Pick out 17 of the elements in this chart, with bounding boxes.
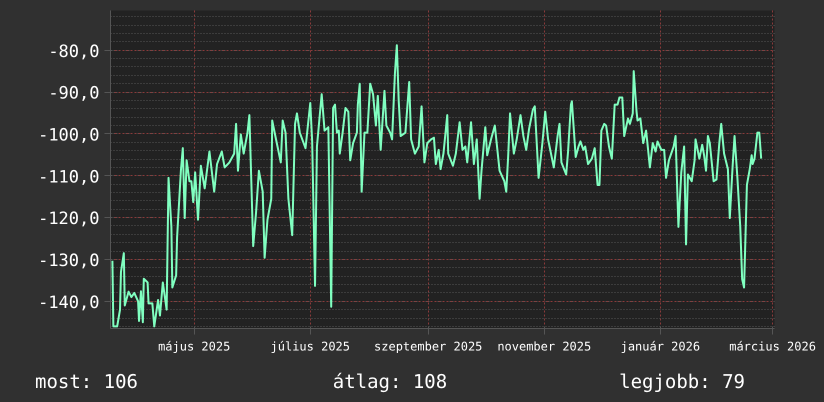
x-tick-label: január 2026 xyxy=(620,340,700,354)
line-series xyxy=(111,44,762,328)
y-tick-label: -130,0 xyxy=(38,250,100,271)
x-tick-label: március 2026 xyxy=(729,340,816,354)
x-tick-label: november 2025 xyxy=(497,340,592,354)
text: átlag: 108 xyxy=(332,370,448,395)
y-tick-label: -140,0 xyxy=(38,292,100,313)
x-tick-label: május 2025 xyxy=(158,340,230,354)
x-tick-label: szeptember 2025 xyxy=(374,340,482,354)
y-tick-label: -80,0 xyxy=(48,42,100,62)
text: legjobb: 79 xyxy=(619,370,745,395)
y-tick-label: -120,0 xyxy=(38,209,100,230)
y-tick-label: -90,0 xyxy=(48,84,100,104)
y-tick-label: -110,0 xyxy=(38,167,100,188)
text: most: 106 xyxy=(35,370,138,395)
y-tick-label: -100,0 xyxy=(38,125,100,146)
x-tick-label: július 2025 xyxy=(270,340,350,354)
